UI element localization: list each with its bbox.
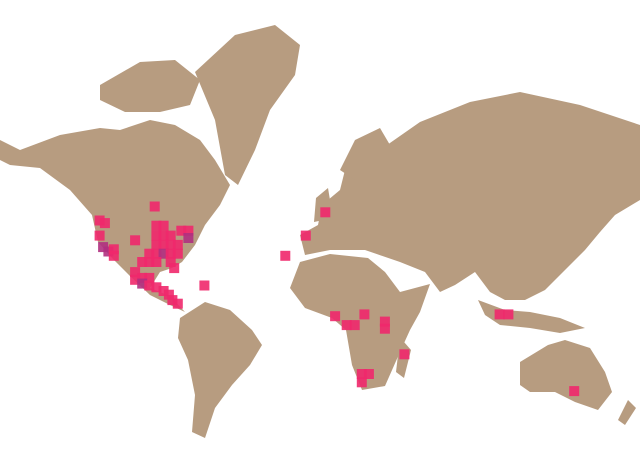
highlighted-cell	[144, 280, 155, 291]
highlighted-cell	[94, 230, 105, 241]
highlighted-cell	[151, 282, 162, 293]
canadian-arctic-islands	[100, 60, 200, 112]
highlighted-cell	[151, 257, 162, 267]
highlighted-cell	[99, 218, 110, 229]
japan	[590, 195, 610, 235]
highlighted-cell	[320, 207, 331, 218]
highlighted-cell	[300, 230, 311, 241]
highlighted-cell	[98, 242, 109, 253]
highlighted-cell	[356, 369, 367, 379]
highlighted-cell	[137, 257, 148, 267]
highlighted-cell	[569, 386, 580, 397]
highlighted-cell	[108, 250, 119, 261]
highlighted-cell	[494, 309, 505, 320]
highlighted-cell	[151, 248, 162, 259]
highlighted-cell	[167, 295, 178, 306]
greenland	[195, 25, 300, 185]
highlighted-cell	[356, 377, 367, 388]
highlighted-cell	[130, 274, 141, 285]
maritime-southeast-asia	[478, 300, 585, 333]
new-zealand	[618, 400, 636, 425]
highlighted-cell	[151, 230, 162, 241]
highlighted-cell	[165, 257, 176, 267]
highlighted-cell	[359, 309, 370, 320]
highlighted-cell	[151, 239, 162, 250]
highlighted-cell	[165, 248, 176, 259]
highlighted-cell	[158, 286, 169, 296]
highlighted-cell	[130, 235, 141, 246]
highlighted-cell	[199, 280, 210, 291]
highlighted-cell	[172, 298, 183, 309]
highlighted-cell	[176, 225, 187, 236]
highlighted-cell	[165, 230, 176, 241]
highlighted-cell	[363, 369, 374, 379]
highlighted-cell	[137, 272, 148, 283]
australia	[520, 340, 612, 410]
highlighted-cell	[144, 248, 155, 259]
highlighted-cell	[158, 230, 169, 241]
highlighted-cell	[379, 323, 390, 334]
highlighted-cell	[169, 263, 180, 274]
highlighted-cell	[341, 320, 352, 331]
highlighted-cell	[163, 289, 174, 300]
highlighted-cell	[137, 278, 148, 289]
highlighted-cell	[144, 272, 155, 283]
highlighted-cell	[183, 233, 194, 243]
highlighted-cell	[349, 320, 360, 331]
highlighted-cells	[94, 201, 580, 397]
highlighted-cell	[149, 201, 160, 212]
highlighted-cell	[183, 225, 194, 236]
highlighted-cell	[379, 316, 390, 327]
highlighted-cell	[172, 239, 183, 250]
south-america	[178, 302, 262, 438]
highlighted-cell	[280, 250, 291, 261]
highlighted-cell	[158, 248, 169, 259]
highlighted-cell	[172, 248, 183, 259]
highlighted-cell	[503, 309, 514, 320]
africa	[290, 254, 430, 390]
highlighted-cell	[108, 244, 119, 255]
highlighted-cell	[130, 267, 141, 278]
highlighted-cell	[103, 246, 114, 257]
highlighted-cell	[165, 239, 176, 250]
highlighted-cell	[399, 349, 410, 360]
highlighted-cell	[330, 311, 341, 322]
eurasia	[300, 92, 640, 300]
highlighted-cell	[94, 215, 105, 226]
highlighted-cell	[144, 257, 155, 267]
scandinavia	[340, 128, 390, 180]
highlighted-cell	[151, 220, 162, 231]
highlighted-cell	[158, 220, 169, 231]
highlighted-cell	[158, 239, 169, 250]
